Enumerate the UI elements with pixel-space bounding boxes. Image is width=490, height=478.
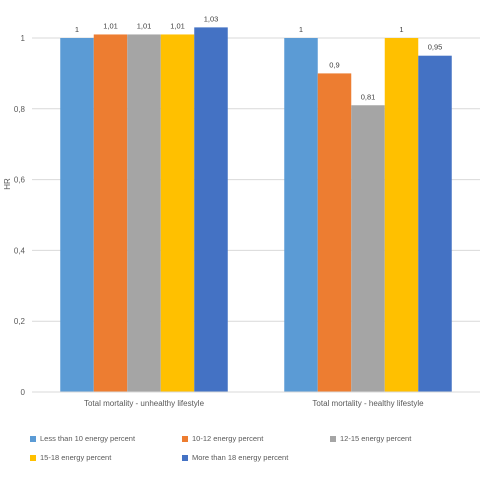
- bar: [127, 34, 161, 393]
- legend-swatch: [182, 435, 188, 442]
- legend-label: 10-12 energy percent: [192, 434, 264, 443]
- data-label: 0,81: [361, 92, 376, 101]
- data-label: 1,01: [137, 21, 152, 30]
- legend-item: 15-18 energy percent: [30, 453, 111, 462]
- bar: [194, 27, 228, 392]
- bar: [418, 55, 452, 392]
- legend-label: 15-18 energy percent: [40, 453, 112, 462]
- legend-swatch: [30, 435, 36, 442]
- y-tick-label: 0,6: [14, 176, 26, 185]
- x-category-label: Total mortality - unhealthy lifestyle: [84, 399, 205, 408]
- bar: [93, 34, 128, 393]
- y-tick-label: 0,2: [14, 317, 26, 326]
- legend-swatch: [330, 435, 336, 442]
- data-label: 1,01: [103, 21, 118, 30]
- y-tick-label: 0,4: [14, 246, 26, 255]
- y-tick-label: 0,8: [14, 105, 26, 114]
- x-category-label: Total mortality - healthy lifestyle: [312, 399, 424, 408]
- bar: [351, 105, 385, 392]
- data-label: 0,9: [329, 60, 339, 69]
- legend-swatch: [30, 454, 36, 461]
- legend-swatch: [182, 454, 188, 461]
- legend-label: Less than 10 energy percent: [40, 434, 136, 443]
- legend: Less than 10 energy percent 10-12 energy …: [30, 434, 480, 470]
- bar: [160, 34, 195, 393]
- legend-item: Less than 10 energy percent: [30, 434, 135, 443]
- y-axis-title: HR: [3, 178, 12, 190]
- data-labels: 1 1,01 1,01 1,01 1,03 1 0,9 0,81 1 0,95: [75, 14, 442, 101]
- data-label: 1,03: [204, 14, 219, 23]
- bar: [60, 38, 94, 392]
- bar: [384, 38, 419, 392]
- legend-item: 12-15 energy percent: [330, 434, 411, 443]
- y-tick-label: 0: [21, 388, 26, 397]
- bar: [317, 73, 352, 393]
- data-label: 1: [399, 25, 403, 34]
- y-tick-label: 1: [21, 34, 26, 43]
- legend-label: More than 18 energy percent: [192, 453, 289, 462]
- data-label: 1: [299, 25, 303, 34]
- legend-label: 12-15 energy percent: [340, 434, 412, 443]
- legend-item: More than 18 energy percent: [182, 453, 288, 462]
- data-label: 0,95: [428, 43, 443, 52]
- data-label: 1: [75, 25, 79, 34]
- data-label: 1,01: [170, 21, 185, 30]
- bars: [60, 27, 452, 393]
- bar: [284, 38, 318, 392]
- legend-item: 10-12 energy percent: [182, 434, 263, 443]
